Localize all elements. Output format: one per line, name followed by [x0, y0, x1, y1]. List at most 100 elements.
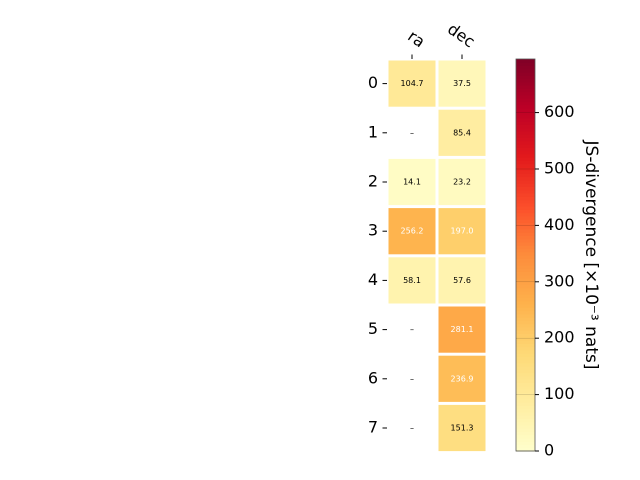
colorbar-segment	[516, 418, 535, 423]
cell-label-r7-ra: –	[410, 424, 414, 433]
colorbar-segment	[516, 287, 535, 292]
colorbar-segment	[516, 395, 535, 400]
cell-label-r5-dec: 281.1	[451, 325, 474, 334]
colorbar-segment	[516, 310, 535, 315]
colorbar-segment	[516, 88, 535, 93]
colorbar-segment	[516, 366, 535, 370]
colorbar-segment	[516, 101, 535, 106]
colorbar-segment	[516, 127, 535, 132]
colorbar-segment	[516, 431, 535, 436]
cell-r4-dec	[438, 257, 486, 304]
colorbar-segment	[516, 392, 535, 397]
cell-label-r2-dec: 23.2	[453, 178, 471, 187]
cell-label-r5-ra: –	[410, 325, 414, 334]
colorbar-segment	[516, 235, 535, 240]
colorbar-segment	[516, 277, 535, 282]
row-ticks	[382, 83, 387, 429]
colorbar-segment	[516, 408, 535, 413]
colorbar-frame	[515, 58, 536, 452]
column-ticks	[411, 54, 463, 59]
cell-label-r1-ra: –	[410, 128, 414, 137]
colorbar-segment	[516, 349, 535, 354]
colorbar-segment	[516, 362, 535, 367]
colorbar-segment	[516, 317, 535, 321]
colorbar-segment	[516, 323, 535, 328]
colorbar-segment	[516, 85, 535, 89]
colorbar-segment	[516, 147, 535, 152]
colorbar-segment	[516, 65, 535, 70]
row-labels: 0 1 2 3 4 5 6 7	[368, 73, 378, 436]
colorbar-segment	[516, 98, 535, 103]
cell-label-r7-dec: 151.3	[451, 424, 474, 433]
colorbar-segment	[516, 353, 535, 357]
colorbar-segment	[516, 437, 535, 442]
colorbar-segment	[516, 173, 535, 178]
colorbar-segment	[516, 59, 535, 63]
colorbar-segment	[516, 114, 535, 119]
colorbar-segment	[516, 304, 535, 308]
colorbar-segment	[516, 297, 535, 302]
colorbar-segment	[516, 268, 535, 272]
colorbar-segment	[516, 199, 535, 204]
cell-label-r2-ra: 14.1	[403, 178, 421, 187]
colorbar-segment	[516, 385, 535, 390]
colorbar-segment	[516, 343, 535, 348]
colorbar-segment	[516, 202, 535, 207]
colorbar-segment	[516, 62, 535, 67]
colorbar-segment	[516, 428, 535, 432]
colorbar-segment	[516, 232, 535, 236]
heatmap-cells	[388, 60, 486, 452]
cell-label-r6-dec: 236.9	[451, 374, 474, 383]
colorbar-segment	[516, 228, 535, 233]
colorbar-segment	[516, 333, 535, 338]
colorbar-segment	[516, 111, 535, 116]
colorbar-segment	[516, 398, 535, 403]
colorbar-segment	[516, 140, 535, 145]
colorbar-segment	[516, 150, 535, 155]
colorbar-segment	[516, 238, 535, 243]
colorbar-segment	[516, 405, 535, 410]
cell-r3-dec	[438, 208, 486, 255]
colorbar-segment	[516, 375, 535, 380]
colorbar-segment	[516, 225, 535, 230]
cell-r0-ra	[388, 60, 436, 107]
colorbar-segment	[516, 196, 535, 201]
colorbar-segment	[516, 441, 535, 446]
cell-r1-dec	[438, 109, 486, 156]
cell-r7-dec	[438, 404, 486, 452]
cell-label-r1-dec: 85.4	[453, 128, 471, 137]
colorbar-segment	[516, 382, 535, 387]
colorbar-segment	[516, 346, 535, 351]
colorbar-segment	[516, 356, 535, 361]
cell-r4-ra	[388, 257, 436, 304]
colorbar-segment	[516, 255, 535, 259]
colorbar-segment	[516, 336, 535, 341]
colorbar-segment	[516, 189, 535, 194]
colorbar-segment	[516, 143, 535, 148]
cell-r0-dec	[438, 60, 486, 107]
colorbar-segment	[516, 75, 535, 80]
colorbar-segment	[516, 222, 535, 227]
colorbar-segment	[516, 241, 535, 246]
colorbar-segment	[516, 245, 535, 250]
colorbar-segment	[516, 294, 535, 299]
colorbar-segment	[516, 78, 535, 83]
row-label-5: 5	[368, 319, 378, 338]
colorbar-segment	[516, 72, 535, 76]
colorbar-segment	[516, 68, 535, 73]
row-label-7: 7	[368, 418, 378, 437]
row-label-6: 6	[368, 368, 378, 387]
colorbar-segment	[516, 81, 535, 86]
cell-r3-ra	[388, 208, 436, 255]
colorbar-segment	[516, 369, 535, 374]
cell-label-r4-dec: 57.6	[453, 276, 471, 285]
column-labels: ra dec	[404, 19, 478, 51]
colorbar-segment	[516, 320, 535, 325]
colorbar-segment	[516, 130, 535, 135]
row-label-4: 4	[368, 270, 378, 289]
colorbar-segment	[516, 134, 535, 138]
colorbar-segment	[516, 447, 535, 452]
row-label-1: 1	[368, 122, 378, 141]
colorbar-segment	[516, 160, 535, 165]
